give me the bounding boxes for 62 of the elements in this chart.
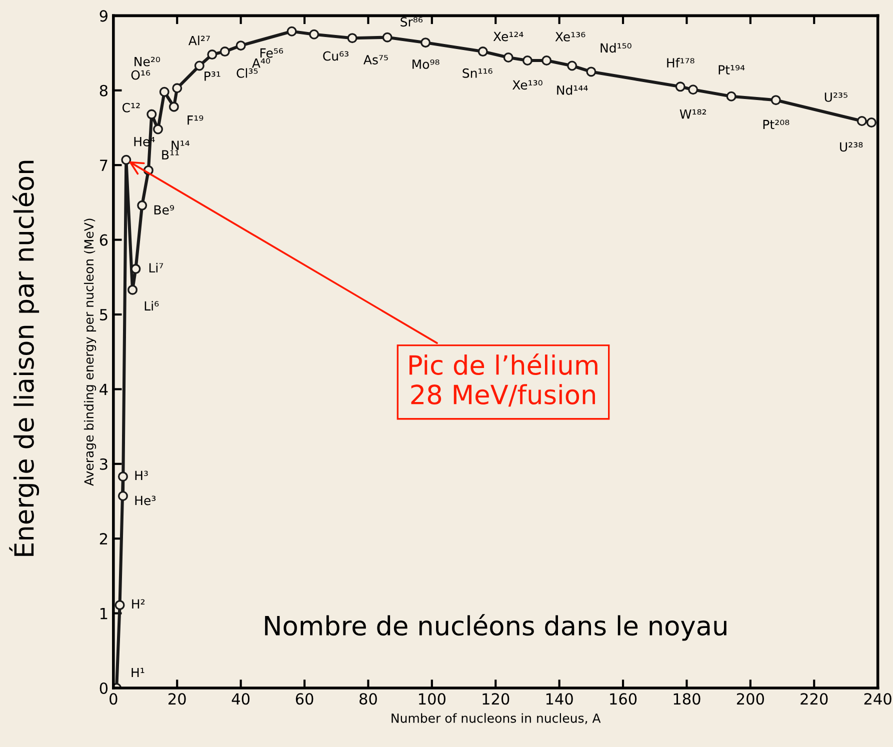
x-tick-label: 180 xyxy=(674,693,700,705)
x-tick-label: 80 xyxy=(360,693,377,705)
annotation: He³ xyxy=(135,496,156,506)
annotation: U²³⁸ xyxy=(840,142,863,152)
annotation: C¹² xyxy=(122,102,140,112)
y-tick-label: 1 xyxy=(100,608,108,620)
x-tick-label: 60 xyxy=(296,693,314,705)
y-tick-label: 5 xyxy=(100,309,108,321)
x-tick-label: 100 xyxy=(419,693,446,705)
annotation: Sr⁸⁶ xyxy=(400,17,423,27)
annotation: Al²⁷ xyxy=(188,36,210,46)
annotation: Li⁶ xyxy=(144,300,159,310)
annotation: As⁷⁵ xyxy=(363,55,388,64)
annotation: Xe¹³⁰ xyxy=(512,80,542,90)
x-tick-label: 200 xyxy=(736,693,764,705)
y-tick-label: 3 xyxy=(100,458,108,470)
annotation: Fe⁵⁶ xyxy=(260,48,284,58)
annotation: P³¹ xyxy=(204,71,220,81)
annotation: Xe¹³⁶ xyxy=(555,32,586,42)
annotation: N¹⁴ xyxy=(172,140,190,150)
annotation: Mo⁹⁸ xyxy=(412,59,440,69)
y-tick-label: 9 xyxy=(100,10,108,22)
y-tick-label: 0 xyxy=(100,682,108,694)
annotation: Xe¹²⁴ xyxy=(493,32,524,42)
annotation: Cu⁶³ xyxy=(323,51,348,61)
x-tick-label: 220 xyxy=(800,693,828,705)
annotation: Ne²⁰ xyxy=(134,56,160,66)
annotation: Pt²⁰⁸ xyxy=(763,120,790,130)
annotation: B¹¹ xyxy=(162,150,179,160)
annotation: F¹⁹ xyxy=(188,115,204,125)
text: Énergie de liaison par nucléon xyxy=(9,160,40,556)
annotation: U²³⁵ xyxy=(824,92,848,102)
y-axis-title: Average binding energy per nucleon (MeV) xyxy=(84,218,96,486)
y-tick-label: 4 xyxy=(100,384,108,395)
annotation: Pt¹⁹⁴ xyxy=(718,65,745,74)
x-tick-label: 120 xyxy=(482,693,510,705)
annotation: Be⁹ xyxy=(154,205,174,215)
x-tick-label: 40 xyxy=(232,693,250,705)
annotation: Li⁷ xyxy=(149,262,164,272)
annotation: Nd¹⁵⁰ xyxy=(600,42,632,53)
annotation: Sn¹¹⁶ xyxy=(462,68,492,78)
annotation: Cl³⁵ xyxy=(236,68,258,78)
annotation: Nombre de nucléons dans le noyau xyxy=(265,614,726,641)
x-axis-title: Number of nucleons in nucleus, A xyxy=(392,713,601,724)
annotation: H¹ xyxy=(132,668,144,678)
y-tick-label: 8 xyxy=(100,84,108,96)
y-tick-label: 2 xyxy=(100,533,108,544)
y-tick-label: 7 xyxy=(100,160,108,171)
annotation: H² xyxy=(132,599,145,609)
x-tick-label: 0 xyxy=(110,693,118,705)
annotation: A⁴⁰ xyxy=(252,58,270,68)
x-tick-label: 240 xyxy=(864,693,892,705)
annotation: Pic de l’hélium 28 MeV/fusion xyxy=(410,353,598,407)
annotation: O¹⁶ xyxy=(131,70,150,80)
x-tick-label: 160 xyxy=(610,693,637,705)
annotation: Hf¹⁷⁸ xyxy=(667,58,694,68)
x-tick-label: 140 xyxy=(546,693,573,705)
annotation: Nd¹⁴⁴ xyxy=(557,85,588,95)
y-tick-label: 6 xyxy=(100,234,108,246)
annotation: W¹⁸² xyxy=(680,109,706,119)
annotation: H³ xyxy=(135,470,148,480)
x-tick-label: 20 xyxy=(168,693,186,705)
